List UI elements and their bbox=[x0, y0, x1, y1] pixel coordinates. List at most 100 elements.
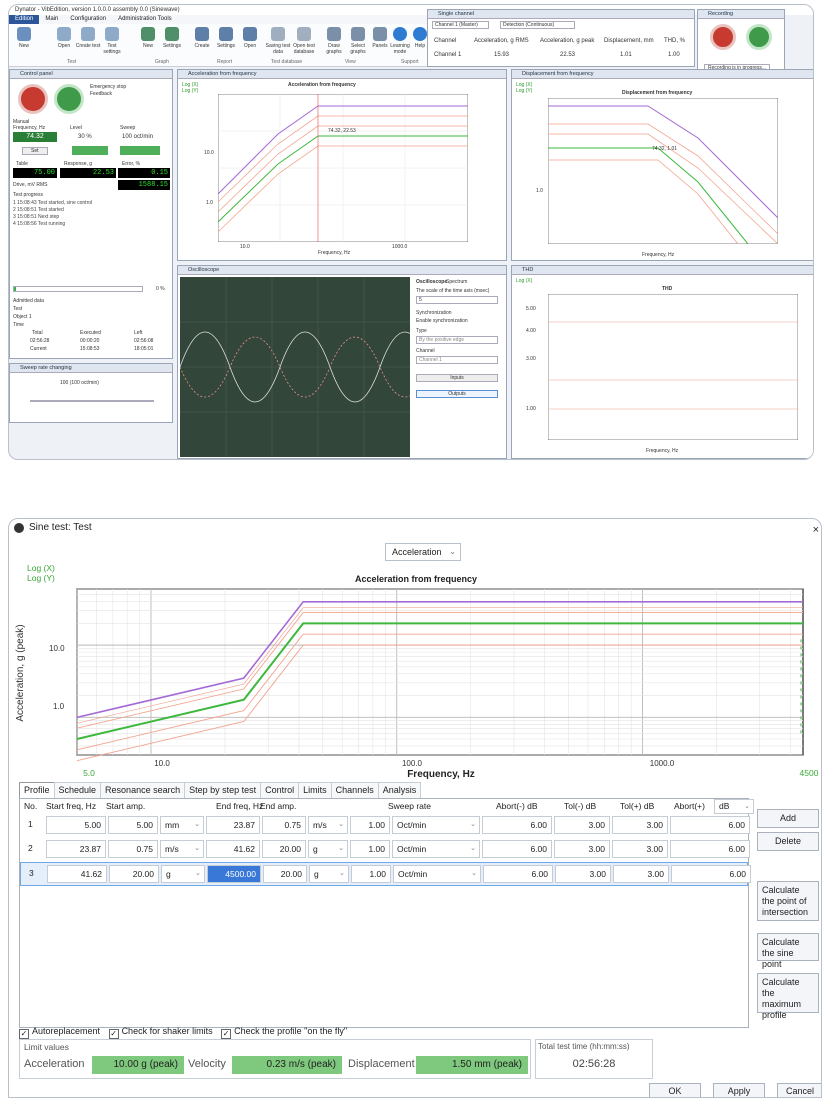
table-row[interactable]: 1 5.00 5.00 mm ⌄ 23.87 0.75 m/s ⌄ 1.00 Oct/min ⌄ 6.0… bbox=[20, 814, 750, 838]
abort-plus-field[interactable]: 6.00 bbox=[671, 865, 751, 883]
start-amp-field[interactable]: 20.00 bbox=[109, 865, 159, 883]
sweep-rate-field[interactable]: 1.00 bbox=[351, 865, 391, 883]
detection-select[interactable]: Detection (Continuous) bbox=[500, 21, 576, 29]
ribbon-graph-new[interactable]: New bbox=[135, 27, 161, 49]
tab-schedule[interactable]: Schedule bbox=[53, 782, 102, 798]
apply-button[interactable]: Apply bbox=[713, 1083, 765, 1097]
tab-limits[interactable]: Limits bbox=[298, 782, 332, 798]
tab-channels[interactable]: Channels bbox=[330, 782, 379, 798]
table-row[interactable]: 3 41.62 20.00 g ⌄ 4500.00 20.00 g ⌄ 1.00 Oct/min ⌄ 6… bbox=[20, 862, 751, 886]
tab-step-by-step[interactable]: Step by step test bbox=[184, 782, 262, 798]
sweep-unit-select[interactable]: Oct/min ⌄ bbox=[392, 840, 480, 858]
start-freq-field[interactable]: 23.87 bbox=[46, 840, 106, 858]
start-unit-select[interactable]: g ⌄ bbox=[161, 865, 205, 883]
sweep-arrows[interactable] bbox=[120, 146, 160, 155]
outputs-button[interactable]: Outputs bbox=[416, 390, 498, 398]
tab-control[interactable]: Control bbox=[260, 782, 300, 798]
menu-main[interactable]: Main bbox=[45, 16, 59, 22]
tab-spectrum[interactable]: Spectrum bbox=[446, 279, 468, 285]
tab-profile[interactable]: Profile bbox=[19, 782, 55, 798]
start-unit-select[interactable]: mm ⌄ bbox=[160, 816, 204, 834]
ribbon-report-settings[interactable]: Settings bbox=[213, 27, 239, 49]
record-stop-button[interactable] bbox=[710, 24, 736, 50]
abort-plus-field[interactable]: 6.00 bbox=[670, 816, 750, 834]
autoreplacement-checkbox[interactable]: ✓ bbox=[19, 1029, 29, 1039]
pause-button[interactable] bbox=[54, 84, 84, 114]
start-amp-field[interactable]: 5.00 bbox=[108, 816, 158, 834]
tol-plus-field[interactable]: 3.00 bbox=[612, 840, 668, 858]
inputs-button[interactable]: Inputs bbox=[416, 374, 498, 382]
channel-select[interactable]: Channel 1 bbox=[416, 356, 498, 364]
level-arrows[interactable] bbox=[72, 146, 108, 155]
abort-minus-field[interactable]: 6.00 bbox=[483, 865, 553, 883]
set-button[interactable]: Set bbox=[22, 147, 48, 155]
end-freq-field[interactable]: 23.87 bbox=[206, 816, 260, 834]
tab-resonance-search[interactable]: Resonance search bbox=[100, 782, 186, 798]
ribbon-report-create[interactable]: Create bbox=[189, 27, 215, 49]
end-unit-select[interactable]: m/s ⌄ bbox=[308, 816, 348, 834]
start-unit-select[interactable]: m/s ⌄ bbox=[160, 840, 204, 858]
add-button[interactable]: Add bbox=[757, 809, 819, 828]
tab-oscilloscope[interactable]: Oscilloscope bbox=[416, 279, 448, 285]
start-amp-field[interactable]: 0.75 bbox=[108, 840, 158, 858]
quantity-select[interactable]: Acceleration ⌄ bbox=[385, 543, 461, 561]
end-amp-field[interactable]: 0.75 bbox=[262, 816, 306, 834]
db-unit-select[interactable]: dB ⌄ bbox=[714, 799, 754, 814]
tol-minus-field[interactable]: 3.00 bbox=[554, 840, 610, 858]
tol-plus-field[interactable]: 3.00 bbox=[613, 865, 669, 883]
sweep-rate-field[interactable]: 1.00 bbox=[350, 816, 390, 834]
delete-button[interactable]: Delete bbox=[757, 832, 819, 851]
ribbon-test-settings[interactable]: Test settings bbox=[99, 27, 125, 55]
ribbon-open-test[interactable]: Open bbox=[51, 27, 77, 49]
channel-select[interactable]: Channel 1 (Master) bbox=[432, 21, 489, 29]
ok-button[interactable]: OK bbox=[649, 1083, 701, 1097]
table-row[interactable]: 2 23.87 0.75 m/s ⌄ 41.62 20.00 g ⌄ 1.00 Oct/min ⌄ 6.… bbox=[20, 838, 750, 862]
tol-minus-field[interactable]: 3.00 bbox=[555, 865, 611, 883]
record-pause-button[interactable] bbox=[746, 24, 772, 50]
close-icon[interactable]: × bbox=[812, 524, 819, 536]
menu-edition[interactable]: Edition bbox=[9, 15, 40, 24]
abort-minus-field[interactable]: 6.00 bbox=[482, 840, 552, 858]
end-amp-field[interactable]: 20.00 bbox=[262, 840, 306, 858]
start-freq-field[interactable]: 5.00 bbox=[46, 816, 106, 834]
sync-type-select[interactable]: By the positive edge bbox=[416, 336, 498, 344]
tol-plus-field[interactable]: 3.00 bbox=[612, 816, 668, 834]
end-unit-select[interactable]: g ⌄ bbox=[308, 840, 348, 858]
ribbon-graph-settings[interactable]: Settings bbox=[159, 27, 185, 49]
menu-configuration[interactable]: Configuration bbox=[70, 16, 107, 22]
calc-intersection-button[interactable]: Calculate the point of intersection bbox=[757, 881, 819, 921]
calc-max-profile-button[interactable]: Calculate the maximum profile bbox=[757, 973, 819, 1020]
abort-plus-field[interactable]: 6.00 bbox=[670, 840, 750, 858]
ribbon-select-graphs[interactable]: Select graphs bbox=[345, 27, 371, 55]
profile-on-the-fly-checkbox[interactable]: ✓ bbox=[221, 1029, 232, 1039]
end-unit-select[interactable]: g ⌄ bbox=[309, 865, 349, 883]
start-freq-field[interactable]: 41.62 bbox=[47, 865, 107, 883]
sweep-rate-slider[interactable] bbox=[30, 400, 154, 402]
cancel-button[interactable]: Cancel bbox=[777, 1083, 821, 1097]
ribbon-learning-mode[interactable]: Learning mode bbox=[387, 27, 413, 55]
tab-analysis[interactable]: Analysis bbox=[377, 782, 422, 798]
end-freq-field[interactable]: 41.62 bbox=[206, 840, 260, 858]
shaker-limits-checkbox[interactable]: ✓ bbox=[108, 1029, 119, 1039]
ribbon-panels[interactable]: Panels bbox=[367, 27, 393, 49]
menu-admin[interactable]: Administration Tools bbox=[118, 16, 172, 22]
time-scale-select[interactable]: 5 bbox=[416, 296, 498, 304]
ribbon-open-database[interactable]: Open test database bbox=[291, 27, 317, 55]
ribbon-draw-graphs[interactable]: Draw graphs bbox=[321, 27, 347, 55]
ribbon-saving-test-data[interactable]: Saving test data bbox=[265, 27, 291, 55]
tol-minus-field[interactable]: 3.00 bbox=[554, 816, 610, 834]
end-amp-field[interactable]: 20.00 bbox=[263, 865, 307, 883]
emergency-stop-check[interactable]: Emergency stop bbox=[90, 84, 127, 90]
feedback-check[interactable]: Feedback bbox=[90, 91, 112, 97]
abort-minus-field[interactable]: 6.00 bbox=[482, 816, 552, 834]
stop-button[interactable] bbox=[18, 84, 48, 114]
calc-sine-point-button[interactable]: Calculate the sine point bbox=[757, 933, 819, 969]
end-freq-field[interactable]: 4500.00 bbox=[207, 865, 261, 883]
ribbon-create-test[interactable]: Create test bbox=[75, 27, 101, 49]
sync-checkbox[interactable]: Enable synchronization bbox=[416, 318, 468, 324]
ribbon-help[interactable]: Help bbox=[407, 27, 433, 49]
sweep-unit-select[interactable]: Oct/min ⌄ bbox=[392, 816, 480, 834]
ribbon-report-open[interactable]: Open bbox=[237, 27, 263, 49]
ribbon-new-test[interactable]: New bbox=[11, 27, 37, 49]
sweep-unit-select[interactable]: Oct/min ⌄ bbox=[393, 865, 481, 883]
